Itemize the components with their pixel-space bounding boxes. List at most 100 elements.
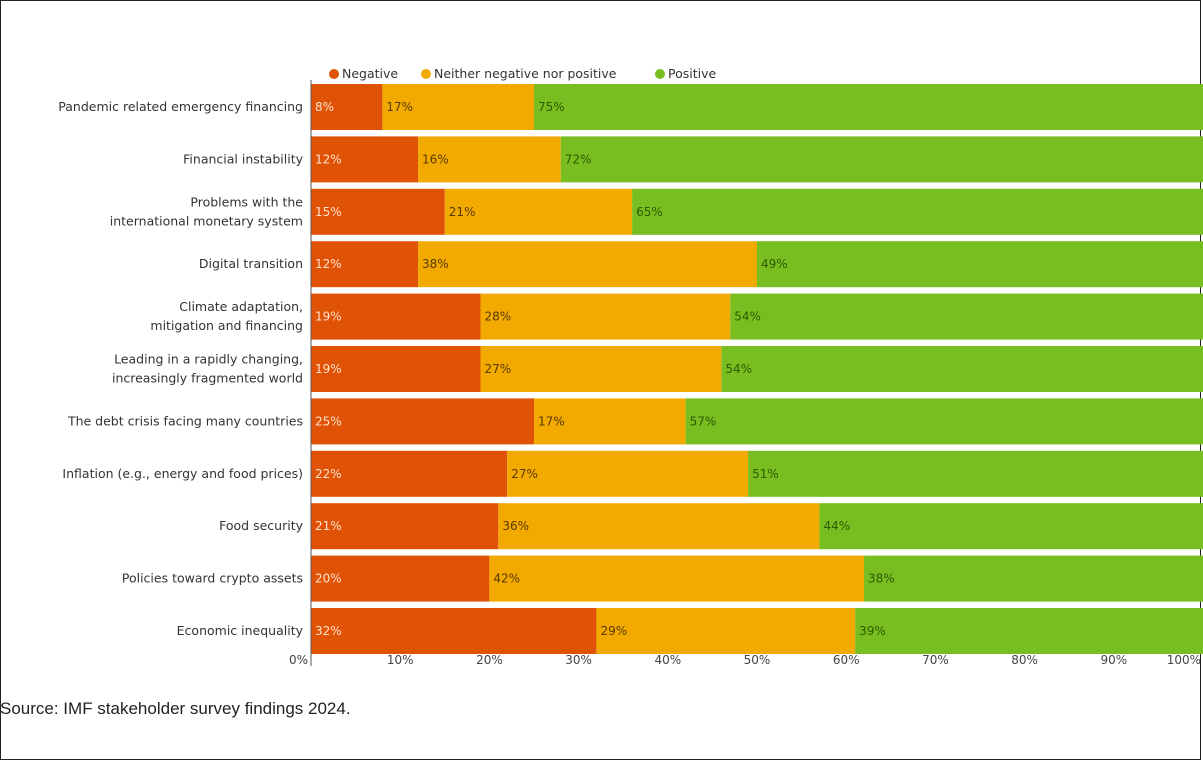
bar-segment-7-0 <box>311 450 508 497</box>
data-label-9-2: 38% <box>868 572 895 586</box>
data-label-10-2: 39% <box>859 624 886 638</box>
data-label-9-1: 42% <box>493 572 520 586</box>
data-label-0-1: 17% <box>386 100 413 114</box>
category-label-4-line-1: mitigation and financing <box>150 318 303 333</box>
source-note: Source: IMF stakeholder survey findings … <box>0 699 351 718</box>
data-label-10-0: 32% <box>315 624 342 638</box>
category-label-4-line-0: Climate adaptation, <box>179 299 303 314</box>
bar-segment-2-0 <box>311 188 445 235</box>
bar-segment-3-1 <box>418 241 757 288</box>
data-label-1-0: 12% <box>315 152 342 166</box>
bar-segment-0-2 <box>534 84 1203 130</box>
data-label-1-2: 72% <box>565 152 592 166</box>
bar-segment-10-1 <box>596 608 856 654</box>
bar-segment-10-0 <box>311 608 597 654</box>
bar-segment-4-1 <box>480 293 731 340</box>
bar-segment-4-2 <box>730 293 1203 340</box>
data-label-9-0: 20% <box>315 572 342 586</box>
bar-segment-6-2 <box>685 398 1203 445</box>
category-label-2-line-1: international monetary system <box>110 213 303 228</box>
bar-segment-3-2 <box>757 241 1203 288</box>
bar-segment-5-2 <box>721 346 1203 392</box>
data-label-7-2: 51% <box>752 467 779 481</box>
x-tick-label-7: 70% <box>922 653 949 667</box>
bar-segment-4-0 <box>311 293 481 340</box>
bar-segment-9-0 <box>311 555 490 602</box>
data-label-6-1: 17% <box>538 414 565 428</box>
bar-segment-1-0 <box>311 136 419 183</box>
legend-label-1: Neither negative nor positive <box>434 66 617 81</box>
data-label-2-2: 65% <box>636 205 663 219</box>
x-tick-label-1: 10% <box>387 653 414 667</box>
data-label-10-1: 29% <box>600 624 627 638</box>
bar-segment-5-1 <box>480 346 722 392</box>
bar-segment-7-1 <box>507 450 749 497</box>
x-tick-label-2: 20% <box>476 653 503 667</box>
data-label-7-0: 22% <box>315 467 342 481</box>
data-label-1-1: 16% <box>422 152 449 166</box>
data-label-0-2: 75% <box>538 100 565 114</box>
bar-segment-8-1 <box>498 503 820 550</box>
legend-marker-2 <box>655 69 665 79</box>
x-tick-label-3: 30% <box>565 653 592 667</box>
bar-segment-3-0 <box>311 241 419 288</box>
category-label-7: Inflation (e.g., energy and food prices) <box>62 466 303 481</box>
x-tick-label-6: 60% <box>833 653 860 667</box>
stacked-bar-chart: Negative Neither negative nor positive Pos… <box>58 66 1203 667</box>
bar-segment-8-2 <box>819 503 1203 550</box>
data-label-5-2: 54% <box>725 362 752 376</box>
data-label-5-0: 19% <box>315 362 342 376</box>
data-label-7-1: 27% <box>511 467 538 481</box>
category-label-8: Food security <box>219 518 303 533</box>
category-label-10: Economic inequality <box>177 623 304 638</box>
data-label-4-2: 54% <box>734 310 761 324</box>
category-label-6: The debt crisis facing many countries <box>67 413 303 428</box>
bar-segment-1-1 <box>418 136 561 183</box>
category-label-2-line-0: Problems with the <box>190 194 303 209</box>
legend-marker-0 <box>329 69 339 79</box>
x-axis: 0% 10% 20% 30% 40% 50% 60% 70% 80% 90% 100% <box>289 80 1201 667</box>
data-label-3-0: 12% <box>315 257 342 271</box>
legend: Negative Neither negative nor positive Pos… <box>329 66 716 81</box>
bars: 8% 17% 75% 12% 16% 72% 15% 21% 65% 12% 38% 49% 19% 28… <box>311 84 1203 654</box>
bar-segment-5-0 <box>311 346 481 392</box>
legend-label-2: Positive <box>668 66 716 81</box>
bar-segment-0-1 <box>382 84 534 130</box>
bar-segment-9-2 <box>864 555 1203 602</box>
legend-marker-1 <box>421 69 431 79</box>
x-tick-label-9: 90% <box>1100 653 1127 667</box>
bar-segment-7-2 <box>748 450 1203 497</box>
category-label-0: Pandemic related emergency financing <box>58 99 303 114</box>
bar-segment-6-0 <box>311 398 534 445</box>
data-label-8-1: 36% <box>502 519 529 533</box>
data-label-8-0: 21% <box>315 519 342 533</box>
legend-label-0: Negative <box>342 66 398 81</box>
bar-segment-0-0 <box>311 84 383 130</box>
x-tick-label-5: 50% <box>744 653 771 667</box>
x-tick-label-4: 40% <box>654 653 681 667</box>
category-labels: Pandemic related emergency financing Fina… <box>58 99 303 638</box>
x-tick-label-10: 100% <box>1167 653 1201 667</box>
bar-segment-9-1 <box>489 555 865 602</box>
data-label-2-1: 21% <box>449 205 476 219</box>
bar-segment-2-2 <box>632 188 1203 235</box>
data-label-3-1: 38% <box>422 257 449 271</box>
bar-segment-10-2 <box>855 608 1203 654</box>
data-label-3-2: 49% <box>761 257 788 271</box>
data-label-6-2: 57% <box>690 414 717 428</box>
category-label-3: Digital transition <box>199 256 303 271</box>
bar-segment-8-0 <box>311 503 499 550</box>
data-label-6-0: 25% <box>315 414 342 428</box>
bar-segment-6-1 <box>534 398 686 445</box>
data-label-4-1: 28% <box>484 310 511 324</box>
x-tick-label-0: 0% <box>289 653 308 667</box>
data-label-0-0: 8% <box>315 100 334 114</box>
x-tick-label-8: 80% <box>1011 653 1038 667</box>
category-label-5-line-1: increasingly fragmented world <box>112 371 303 386</box>
data-label-5-1: 27% <box>484 362 511 376</box>
bar-segment-1-2 <box>560 136 1203 183</box>
data-label-8-2: 44% <box>823 519 850 533</box>
category-label-1: Financial instability <box>183 151 303 166</box>
bar-segment-2-1 <box>444 188 633 235</box>
category-label-5-line-0: Leading in a rapidly changing, <box>114 352 303 367</box>
